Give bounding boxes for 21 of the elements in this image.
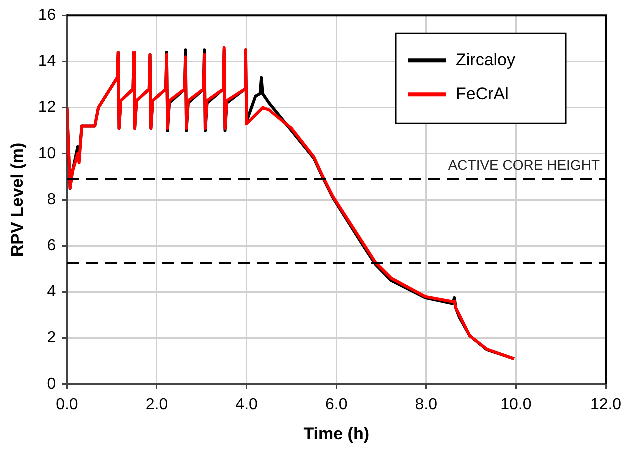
y-tick-label: 8 bbox=[47, 191, 56, 208]
y-axis-title: RPV Level (m) bbox=[8, 142, 27, 258]
x-tick-label: 4.0 bbox=[236, 396, 258, 414]
y-tick-label: 12 bbox=[38, 99, 56, 116]
y-tick-label: 10 bbox=[38, 145, 56, 162]
y-tick-label: 4 bbox=[47, 284, 56, 301]
x-tick-label: 12.0 bbox=[590, 396, 622, 414]
x-tick-label: 8.0 bbox=[415, 396, 438, 414]
y-tick-label: 6 bbox=[47, 238, 56, 255]
x-tick-label: 6.0 bbox=[325, 396, 348, 414]
ref-line-label: ACTIVE CORE HEIGHT bbox=[448, 157, 600, 174]
y-tick-label: 2 bbox=[47, 330, 56, 347]
x-tick-label: 2.0 bbox=[146, 396, 168, 414]
legend-label: FeCrAl bbox=[456, 84, 509, 104]
y-tick-label: 16 bbox=[38, 7, 56, 24]
legend-label: Zircaloy bbox=[456, 50, 516, 70]
y-tick-label: 14 bbox=[38, 53, 56, 70]
x-tick-label: 0.0 bbox=[56, 396, 78, 414]
x-tick-label: 10.0 bbox=[500, 396, 532, 414]
y-tick-label: 0 bbox=[47, 376, 56, 393]
x-axis-title: Time (h) bbox=[304, 424, 370, 444]
